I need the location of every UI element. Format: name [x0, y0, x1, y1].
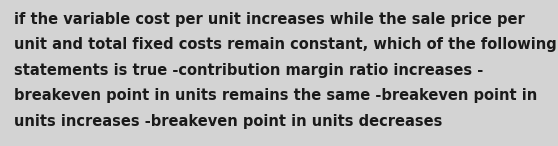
Text: if the variable cost per unit increases while the sale price per: if the variable cost per unit increases … — [14, 12, 525, 27]
Text: breakeven point in units remains the same -breakeven point in: breakeven point in units remains the sam… — [14, 88, 537, 103]
Text: unit and total fixed costs remain constant, which of the following: unit and total fixed costs remain consta… — [14, 37, 557, 52]
Text: units increases -breakeven point in units decreases: units increases -breakeven point in unit… — [14, 114, 442, 129]
Text: statements is true -contribution margin ratio increases -: statements is true -contribution margin … — [14, 63, 483, 78]
